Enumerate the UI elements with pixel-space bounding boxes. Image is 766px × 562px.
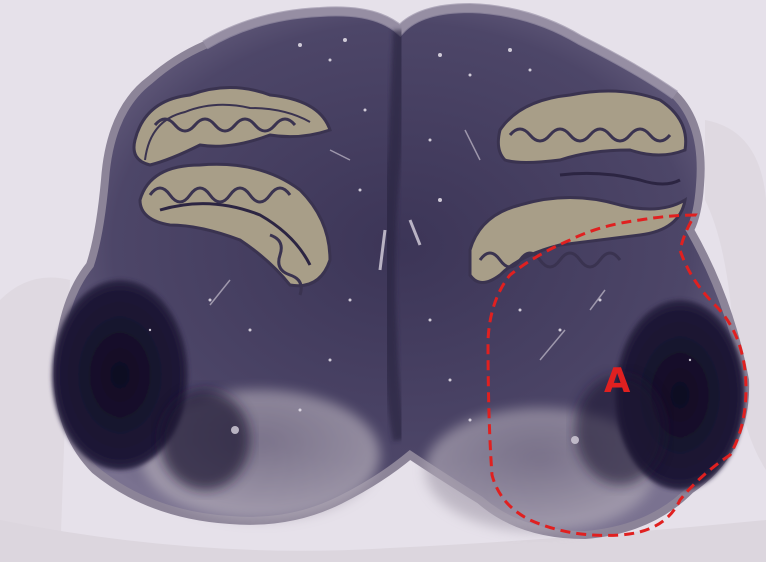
- mounting-medium-right: [705, 120, 766, 470]
- region-a-label: A: [604, 361, 631, 401]
- mounting-medium-left: [0, 277, 70, 562]
- folia-right: [468, 89, 688, 284]
- tissue-section: [52, 2, 750, 540]
- folia-left: [132, 86, 332, 296]
- vessel-speckles: [148, 38, 692, 444]
- region-a-outline: [486, 213, 748, 537]
- dark-region-left: [52, 280, 188, 470]
- mounting-medium-bottom: [0, 520, 766, 562]
